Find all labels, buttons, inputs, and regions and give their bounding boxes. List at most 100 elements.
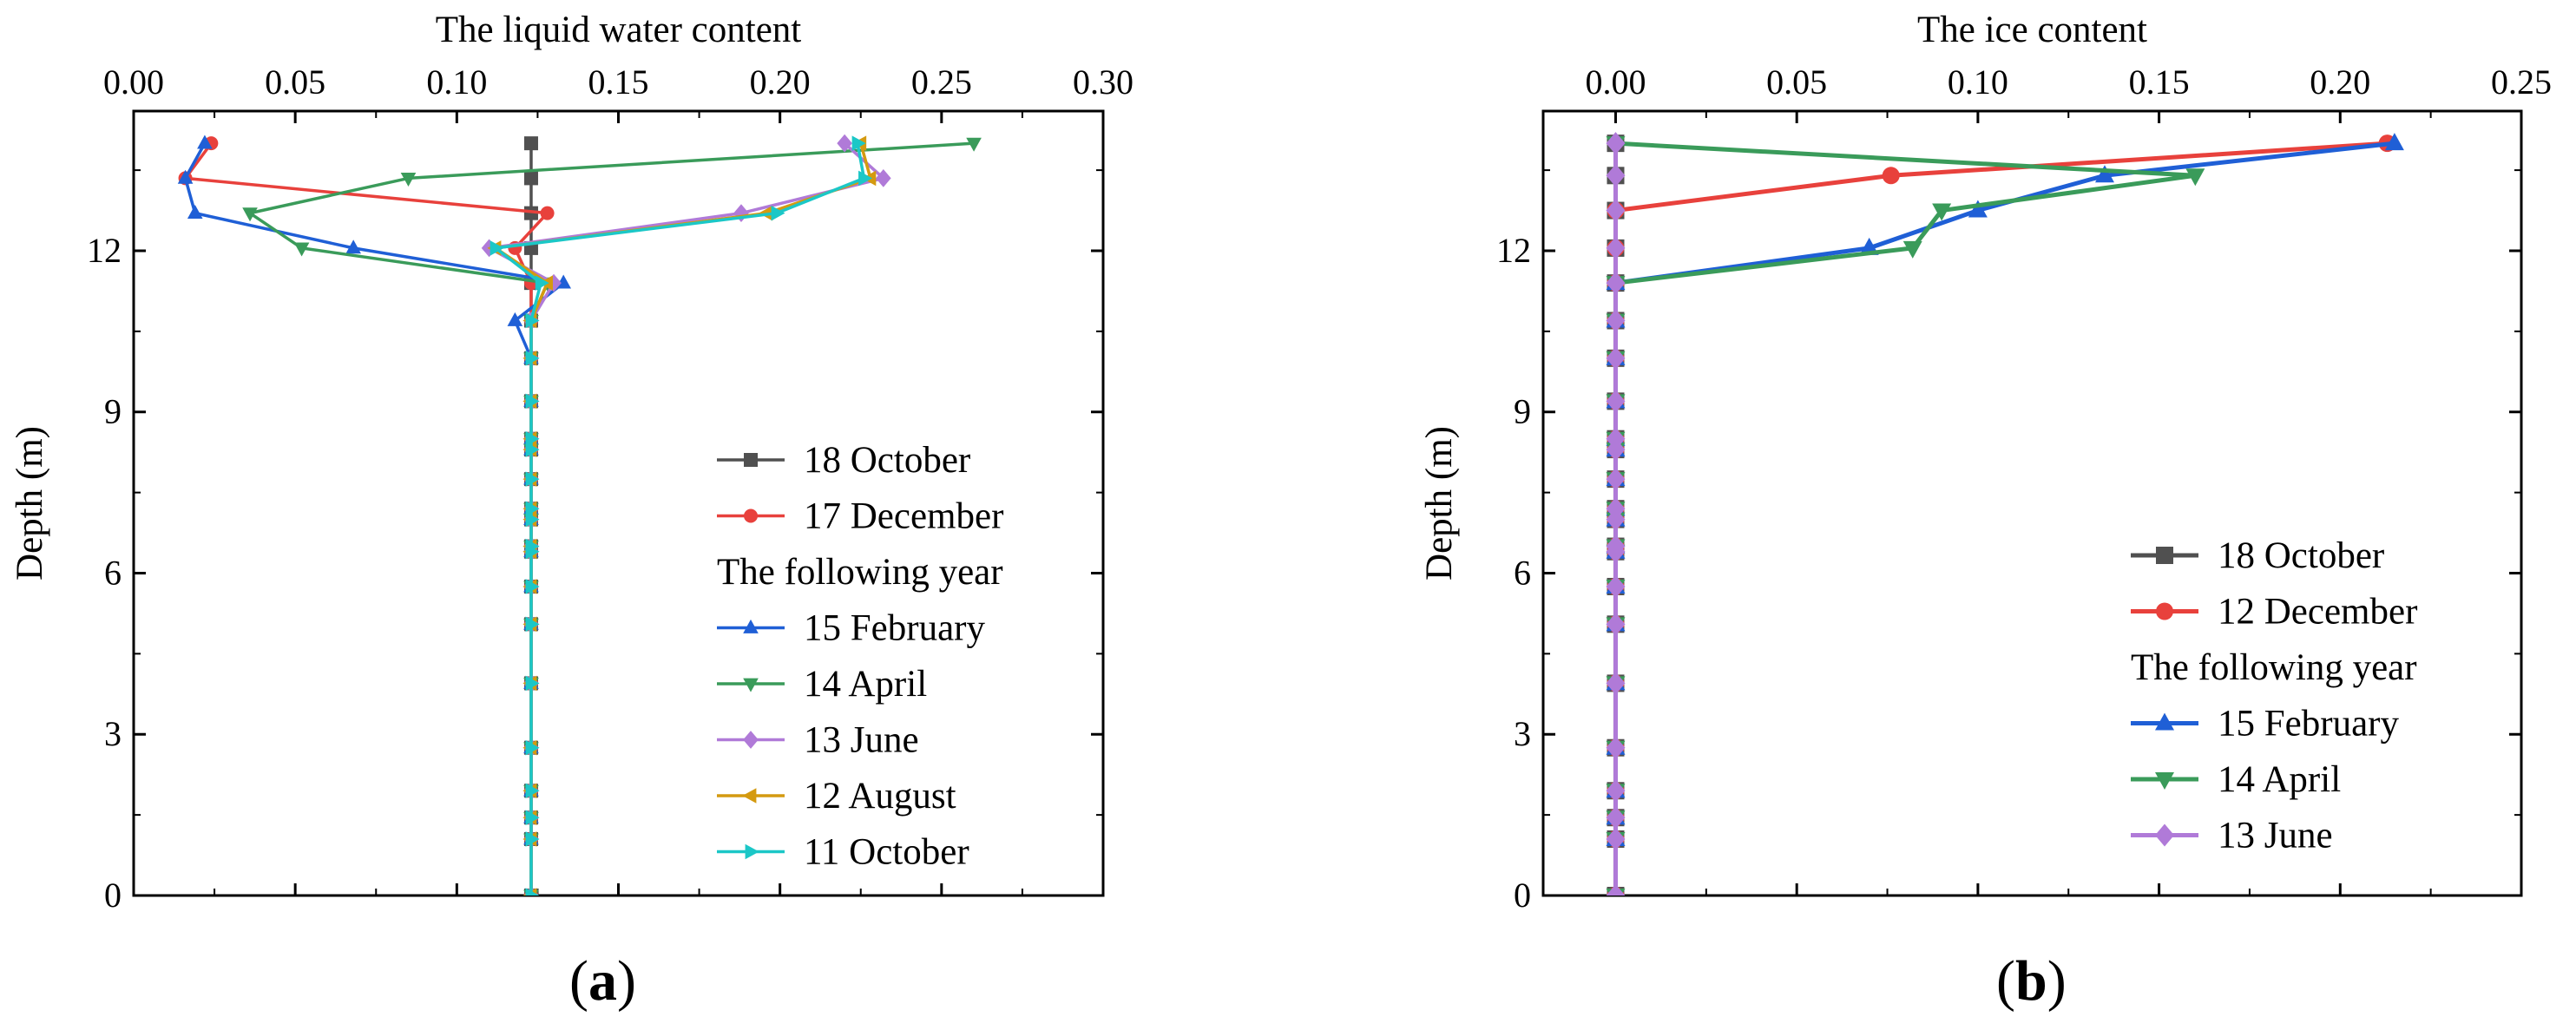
y-tick-label: 3 xyxy=(104,714,122,753)
data-point xyxy=(1606,272,1626,295)
series-13-june xyxy=(1606,132,1626,896)
data-point xyxy=(1606,508,1626,531)
data-point xyxy=(851,135,866,151)
data-point xyxy=(525,393,540,410)
data-point xyxy=(540,206,555,220)
data-point xyxy=(525,511,540,528)
y-tick-label: 12 xyxy=(1496,231,1531,270)
data-point xyxy=(1606,199,1626,222)
panel-label: (b) xyxy=(1996,949,2067,1013)
panel-label-letter: a xyxy=(588,949,617,1013)
chart-panel-b: 0.00 0.05 0.10 0.15 0.20 0.25 0 3 6 9 12 The ice co… xyxy=(1419,10,2552,1013)
data-point xyxy=(2384,133,2404,151)
data-point xyxy=(177,169,194,184)
legend-marker xyxy=(744,453,758,467)
legend-label: 18 October xyxy=(804,440,970,481)
data-point xyxy=(1932,203,1952,221)
x-axis-title: The ice content xyxy=(1917,10,2147,50)
data-point xyxy=(1606,613,1626,636)
x-tick-label: 0.10 xyxy=(1948,62,2008,102)
data-point xyxy=(1606,132,1626,155)
data-point xyxy=(2185,168,2205,187)
x-tick-label: 0.30 xyxy=(1073,62,1134,102)
legend-item: 15 February xyxy=(717,608,985,649)
panel-label: (a) xyxy=(569,949,636,1013)
series-14-april xyxy=(1606,136,2205,896)
legend-marker xyxy=(743,619,759,633)
data-point xyxy=(555,274,572,289)
chart-panel-a: 0.00 0.05 0.10 0.15 0.20 0.25 0.30 0 3 6 9 12 The li… xyxy=(10,10,1134,1013)
plot-area xyxy=(1606,132,2404,896)
legend: 18 October 17 December The following year 1… xyxy=(717,440,1003,873)
data-point xyxy=(1606,779,1626,803)
legend-item: 15 February xyxy=(2131,704,2399,745)
series-11-october xyxy=(490,135,873,896)
panel-label-letter: b xyxy=(2015,949,2047,1013)
data-point xyxy=(876,168,891,187)
legend: 18 October 12 December The following year 1… xyxy=(2131,535,2417,856)
data-point xyxy=(1606,540,1626,563)
data-point xyxy=(525,312,540,329)
series-line xyxy=(1613,141,2198,896)
data-point xyxy=(858,170,873,187)
x-tick-label: 0.00 xyxy=(1585,62,1646,102)
legend-item: 13 June xyxy=(2131,816,2333,856)
data-point xyxy=(525,810,540,826)
data-point xyxy=(525,351,540,366)
data-point xyxy=(1968,200,1988,218)
data-point xyxy=(1902,240,1922,259)
legend-marker xyxy=(2155,772,2174,790)
legend-item: 12 August xyxy=(717,776,956,817)
legend-item: 14 April xyxy=(717,664,927,705)
legend-marker xyxy=(745,843,759,860)
x-tick-label: 0.15 xyxy=(2129,62,2190,102)
data-point xyxy=(1606,390,1626,413)
legend-item: 11 October xyxy=(717,832,969,873)
data-point xyxy=(525,675,540,692)
plot-frame xyxy=(1541,109,2523,897)
data-point xyxy=(1606,309,1626,332)
x-tick-label: 0.25 xyxy=(911,62,972,102)
data-point xyxy=(490,240,504,256)
data-point xyxy=(525,831,540,847)
data-point xyxy=(1606,827,1626,850)
data-point xyxy=(966,137,982,152)
legend-marker xyxy=(743,731,759,749)
data-point xyxy=(187,205,203,220)
y-tick-label: 12 xyxy=(87,231,122,270)
data-point xyxy=(1606,438,1626,462)
legend-label: 14 April xyxy=(2218,759,2341,800)
data-point xyxy=(1606,672,1626,695)
legend-subheading: The following year xyxy=(717,552,1003,593)
data-point xyxy=(1606,164,1626,187)
y-tick-label: 3 xyxy=(1514,714,1531,753)
legend-label: 18 October xyxy=(2218,535,2384,576)
legend-label: 14 April xyxy=(804,664,927,705)
data-point xyxy=(507,312,523,326)
legend-label: 15 February xyxy=(2218,704,2399,745)
data-point xyxy=(197,134,213,149)
x-tick-label: 0.10 xyxy=(426,62,487,102)
data-point xyxy=(293,242,310,257)
legend-marker xyxy=(744,508,758,523)
data-point xyxy=(525,579,540,594)
x-tick-label: 0.05 xyxy=(1766,62,1827,102)
data-point xyxy=(523,136,538,151)
data-point xyxy=(525,501,540,516)
legend-label: 17 December xyxy=(804,496,1003,537)
legend-label: 15 February xyxy=(804,608,985,649)
data-point xyxy=(525,442,540,457)
legend-marker xyxy=(2155,712,2174,731)
legend-marker xyxy=(2156,602,2173,620)
data-point xyxy=(1606,884,1626,896)
legend-item: 18 October xyxy=(717,440,970,481)
data-point xyxy=(1606,236,1626,259)
data-point xyxy=(1606,468,1626,491)
data-point xyxy=(1606,574,1626,598)
data-point xyxy=(525,739,540,756)
y-tick-label: 6 xyxy=(104,553,122,592)
data-point xyxy=(525,430,540,447)
y-tick-label: 9 xyxy=(1514,392,1531,431)
data-point xyxy=(345,239,361,254)
